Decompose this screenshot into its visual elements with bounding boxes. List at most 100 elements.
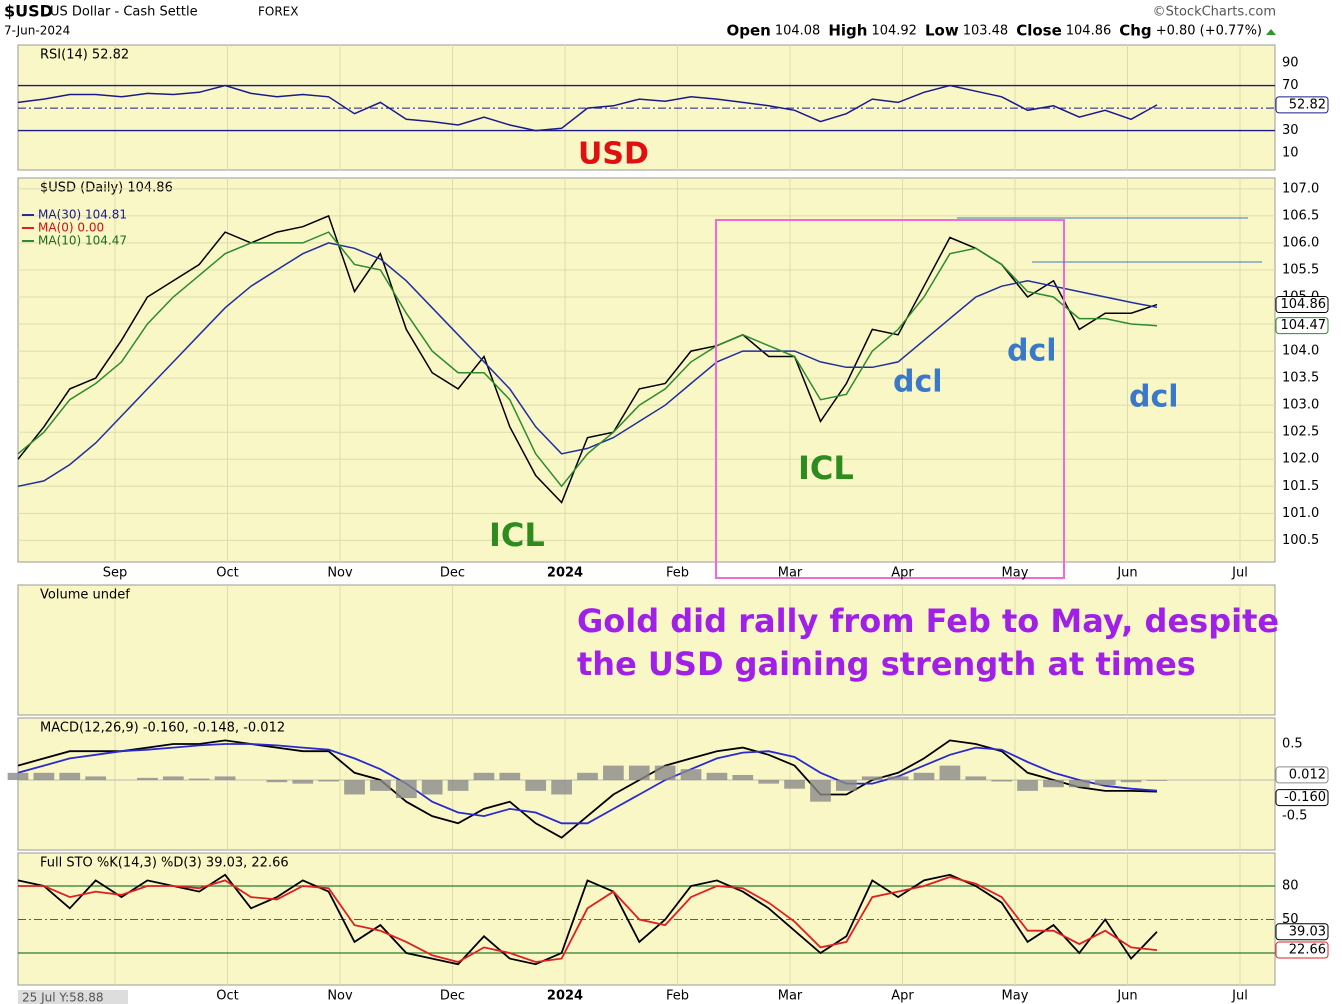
histogram-bar	[214, 776, 236, 781]
x-tick-label: Jun	[1116, 989, 1137, 1004]
histogram-bar	[137, 777, 158, 781]
histogram-bar	[162, 776, 184, 781]
histogram-bar	[499, 772, 521, 781]
symbol: $USD	[4, 2, 53, 21]
y-tick-label: 104.0	[1282, 344, 1319, 359]
ohlc-label: Chg	[1119, 22, 1151, 40]
x-tick-label: 2024	[547, 566, 583, 581]
histogram-bar	[810, 780, 831, 802]
legend-label: MA(10) 104.47	[38, 234, 127, 248]
value-badge-label: 104.86	[1281, 297, 1327, 312]
x-tick-label: Feb	[666, 989, 689, 1004]
y-tick-label: 70	[1282, 78, 1299, 93]
x-tick-label: May	[1002, 566, 1029, 581]
crosshair-box	[18, 990, 128, 1004]
x-tick-label: 2024	[547, 989, 583, 1004]
y-tick-label: 90	[1282, 56, 1299, 71]
histogram-bar	[473, 772, 495, 781]
value-badge-label: 104.47	[1281, 318, 1327, 333]
value-badge-label: 52.82	[1289, 97, 1326, 112]
x-tick-label: Dec	[440, 566, 465, 581]
x-tick-label: Jul	[1231, 566, 1248, 581]
histogram-bar	[7, 772, 29, 781]
histogram-bar	[913, 772, 935, 781]
ohlc-value: 104.92	[871, 24, 917, 39]
value-badge-label: -0.160	[1284, 790, 1326, 805]
highlight-box	[715, 219, 1065, 579]
y-tick-label: 50	[1282, 912, 1299, 927]
y-tick-label: 103.5	[1282, 371, 1319, 386]
annotation: USD	[578, 137, 649, 172]
histogram-bar	[370, 780, 391, 791]
histogram-bar	[188, 778, 210, 781]
histogram-bar	[85, 776, 107, 781]
x-tick-label: Jul	[1231, 989, 1248, 1004]
panel-title: Volume undef	[40, 588, 130, 603]
ohlc-label: Low	[925, 22, 959, 40]
up-arrow	[1266, 29, 1276, 35]
ohlc-value: 103.48	[963, 24, 1009, 39]
series-line	[17, 231, 1158, 488]
annotation: dcl	[893, 365, 943, 400]
histogram-bar	[525, 780, 547, 791]
x-tick-label: Oct	[216, 566, 238, 581]
ohlc-value: 104.08	[775, 24, 821, 39]
histogram-bar	[603, 765, 624, 781]
y-tick-label: 80	[1282, 878, 1299, 893]
series-line	[17, 84, 1158, 132]
histogram-bar	[1146, 780, 1168, 781]
x-tick-label: Oct	[216, 989, 238, 1004]
histogram-bar	[1017, 780, 1038, 791]
y-tick-label: 106.0	[1282, 235, 1319, 250]
histogram-bar	[1120, 780, 1142, 783]
x-tick-label: Feb	[666, 566, 689, 581]
annotation: Gold did rally from Feb to May, despite	[577, 602, 1279, 640]
value-badge-label: 39.03	[1289, 924, 1326, 939]
x-tick-label: Mar	[778, 566, 803, 581]
value-badge	[1275, 766, 1329, 784]
histogram-bar	[784, 780, 805, 789]
x-tick-label: Dec	[440, 989, 465, 1004]
ohlc-value: 104.86	[1066, 24, 1112, 39]
histogram-bar	[706, 772, 728, 781]
y-tick-label: 100.5	[1282, 533, 1319, 548]
histogram-bar	[577, 772, 598, 781]
y-tick-label: 30	[1282, 123, 1299, 138]
histogram-bar	[991, 780, 1013, 782]
ohlc-label: Close	[1016, 22, 1062, 40]
histogram-bar	[447, 780, 469, 791]
series-line	[17, 214, 1158, 504]
histogram-bar	[344, 780, 365, 795]
histogram-bar	[395, 780, 417, 799]
x-tick-label: Jun	[1116, 566, 1137, 581]
histogram-bar	[887, 776, 909, 781]
histogram-bar	[33, 772, 55, 781]
histogram-bar	[758, 780, 780, 784]
y-tick-label: 105.5	[1282, 262, 1319, 277]
series-line	[18, 876, 1158, 963]
histogram-bar	[965, 776, 987, 781]
panel-title: Full STO %K(14,3) %D(3) 39.03, 22.66	[40, 856, 289, 871]
value-badge	[1275, 317, 1329, 335]
series-line	[17, 739, 1158, 839]
x-tick-label: Mar	[778, 989, 803, 1004]
value-badge	[1275, 941, 1329, 959]
crosshair-label: 25 Jul Y:58.88	[22, 991, 104, 1004]
histogram-bar	[628, 765, 650, 781]
value-badge-label: 22.66	[1289, 943, 1326, 958]
histogram-bar	[939, 765, 961, 781]
value-badge	[1275, 923, 1329, 941]
annotation: ICL	[489, 516, 545, 554]
y-tick-label: 102.5	[1282, 425, 1319, 440]
histogram-bar	[1068, 780, 1090, 788]
y-tick-label: 101.5	[1282, 479, 1319, 494]
histogram-bar	[1094, 780, 1116, 786]
x-tick-label: May	[1002, 989, 1029, 1004]
x-tick-label: Nov	[327, 989, 353, 1004]
x-tick-label: Apr	[891, 989, 914, 1004]
y-tick-label: 101.0	[1282, 506, 1319, 521]
ohlc-label: High	[828, 22, 867, 40]
y-tick-label: 102.0	[1282, 452, 1319, 467]
value-badge	[1275, 789, 1329, 807]
